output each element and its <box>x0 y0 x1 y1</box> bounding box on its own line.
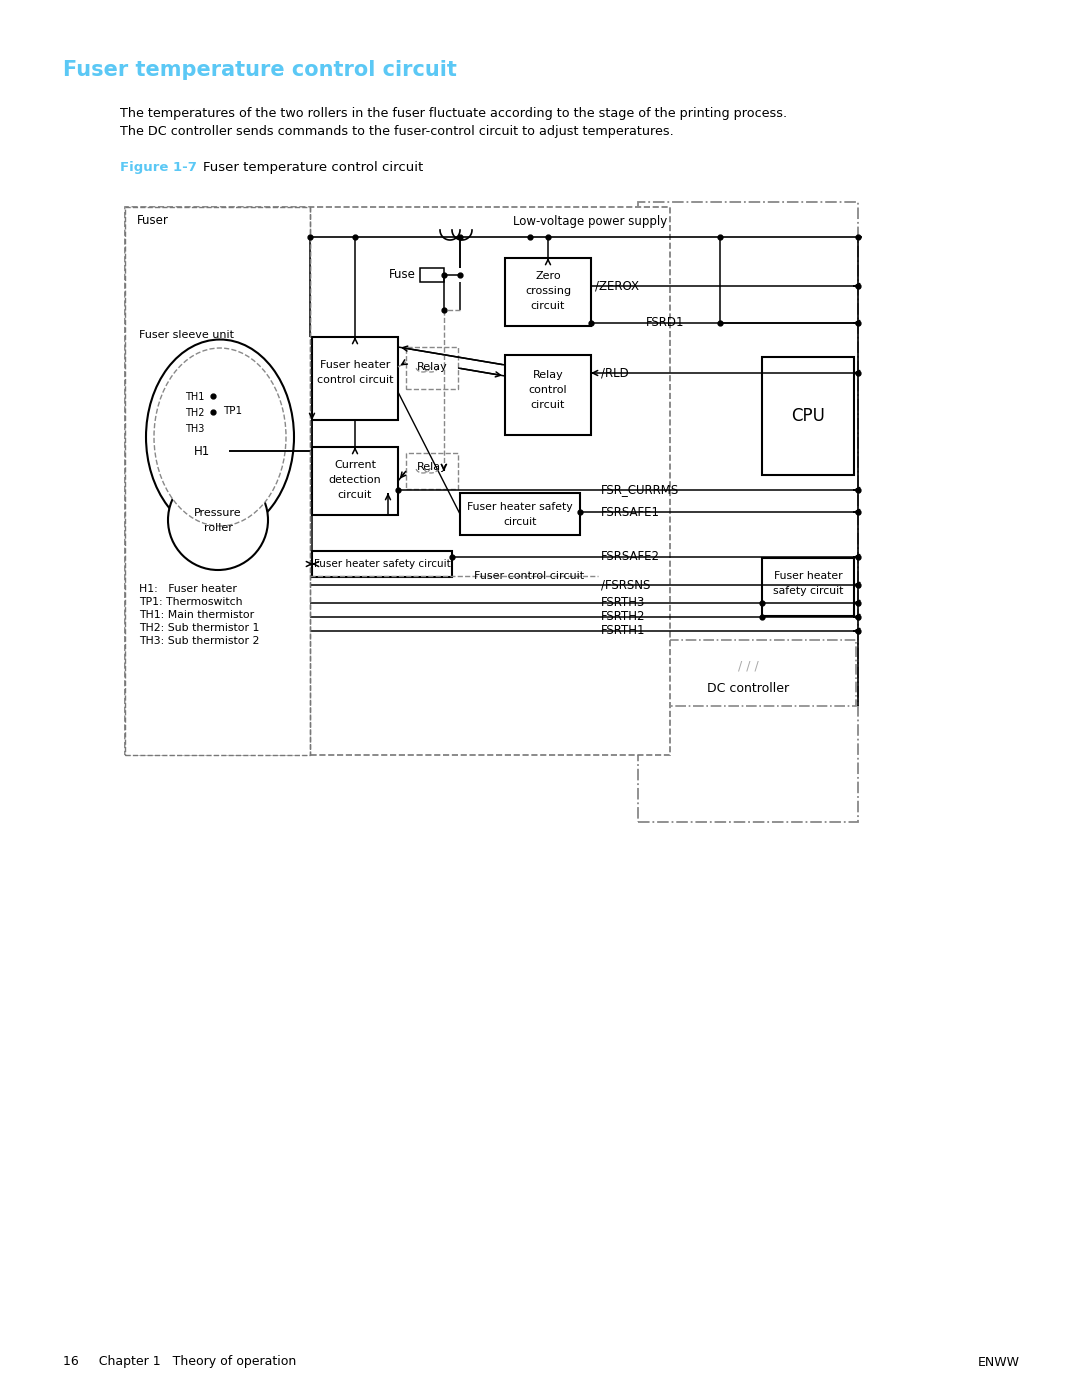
Text: Fuser sleeve unit: Fuser sleeve unit <box>139 330 234 339</box>
Bar <box>406 453 458 489</box>
Text: Fuser heater: Fuser heater <box>320 360 390 370</box>
Text: TH1: TH1 <box>186 391 205 401</box>
Bar <box>406 346 458 388</box>
Text: TP1: Thermoswitch: TP1: Thermoswitch <box>139 597 243 608</box>
Text: FSR_CURRMS: FSR_CURRMS <box>600 483 679 496</box>
Text: TH2: TH2 <box>186 408 205 418</box>
Bar <box>420 268 444 282</box>
Text: circuit: circuit <box>503 517 537 527</box>
Text: Fuser: Fuser <box>137 215 168 228</box>
Text: Pressure: Pressure <box>194 509 242 518</box>
Text: FSRSAFE2: FSRSAFE2 <box>600 550 660 563</box>
Bar <box>312 447 399 515</box>
Circle shape <box>168 469 268 570</box>
Text: H1:   Fuser heater: H1: Fuser heater <box>139 584 237 594</box>
Text: Fuse: Fuse <box>389 268 416 282</box>
Text: Relay: Relay <box>417 362 447 372</box>
Bar <box>125 207 670 754</box>
Text: Figure 1-7: Figure 1-7 <box>120 162 197 175</box>
Bar <box>177 407 213 419</box>
Text: TH3: Sub thermistor 2: TH3: Sub thermistor 2 <box>139 636 259 645</box>
Text: /ZEROX: /ZEROX <box>595 279 639 292</box>
Text: safety circuit: safety circuit <box>773 585 843 597</box>
Text: /FSRSNS: /FSRSNS <box>600 578 650 591</box>
Bar <box>505 258 591 326</box>
Text: / / /: / / / <box>738 659 758 672</box>
Text: Fuser heater safety: Fuser heater safety <box>468 502 572 511</box>
Bar <box>175 444 229 460</box>
Text: Relay: Relay <box>417 462 447 472</box>
Text: circuit: circuit <box>530 300 565 312</box>
Text: DC controller: DC controller <box>707 682 789 694</box>
Text: Fuser temperature control circuit: Fuser temperature control circuit <box>203 162 423 175</box>
Text: Zero: Zero <box>536 271 561 281</box>
Text: 16     Chapter 1   Theory of operation: 16 Chapter 1 Theory of operation <box>63 1355 296 1369</box>
Bar <box>762 358 854 475</box>
Text: FSRTH1: FSRTH1 <box>600 624 646 637</box>
Bar <box>172 386 252 436</box>
Text: /RLD: /RLD <box>600 366 629 380</box>
Bar <box>640 640 856 705</box>
Text: Fuser control circuit: Fuser control circuit <box>474 571 584 581</box>
Bar <box>312 337 399 420</box>
Text: CPU: CPU <box>791 407 825 425</box>
Text: crossing: crossing <box>525 286 571 296</box>
Text: Relay: Relay <box>532 370 564 380</box>
Text: circuit: circuit <box>338 490 373 500</box>
Text: Low-voltage power supply: Low-voltage power supply <box>513 215 667 228</box>
Text: ENWW: ENWW <box>978 1355 1020 1369</box>
Text: H1: H1 <box>194 446 211 458</box>
Bar <box>177 422 213 434</box>
Bar <box>762 557 854 616</box>
Text: circuit: circuit <box>530 400 565 409</box>
Text: FSRTH2: FSRTH2 <box>600 610 646 623</box>
Text: TP1: TP1 <box>224 407 243 416</box>
Text: Fuser temperature control circuit: Fuser temperature control circuit <box>63 60 457 80</box>
Text: control circuit: control circuit <box>316 374 393 386</box>
Text: TH2: Sub thermistor 1: TH2: Sub thermistor 1 <box>139 623 259 633</box>
Ellipse shape <box>146 339 294 535</box>
Bar <box>638 203 858 821</box>
Text: TH3: TH3 <box>186 423 205 433</box>
Bar <box>218 402 248 420</box>
Bar <box>125 207 310 754</box>
Ellipse shape <box>154 348 286 527</box>
Text: roller: roller <box>203 522 232 534</box>
Text: TH1: Main thermistor: TH1: Main thermistor <box>139 610 254 620</box>
Text: The temperatures of the two rollers in the fuser fluctuate according to the stag: The temperatures of the two rollers in t… <box>120 106 787 120</box>
Text: Fuser heater: Fuser heater <box>773 571 842 581</box>
Text: FSRD1: FSRD1 <box>646 317 685 330</box>
Bar <box>460 493 580 535</box>
Text: Current: Current <box>334 460 376 469</box>
Text: FSRSAFE1: FSRSAFE1 <box>600 506 660 518</box>
Bar <box>505 355 591 434</box>
Text: detection: detection <box>328 475 381 485</box>
Text: The DC controller sends commands to the fuser-control circuit to adjust temperat: The DC controller sends commands to the … <box>120 126 674 138</box>
Bar <box>312 550 453 577</box>
Text: control: control <box>529 386 567 395</box>
Text: FSRTH3: FSRTH3 <box>600 597 646 609</box>
Bar <box>177 390 213 402</box>
Text: Fuser heater safety circuit: Fuser heater safety circuit <box>313 559 450 569</box>
